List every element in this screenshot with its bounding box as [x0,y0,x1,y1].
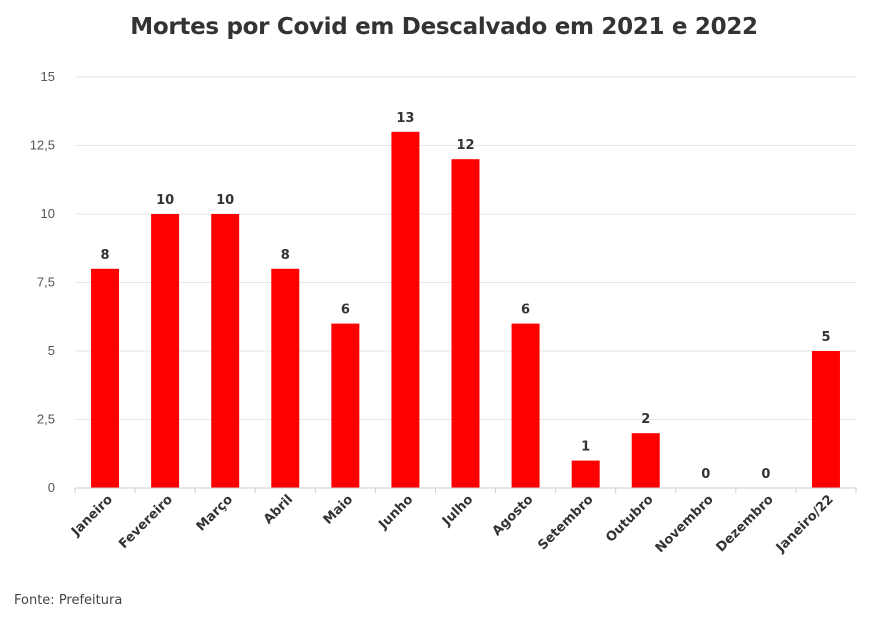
x-tick-label: Junho [376,492,417,533]
y-tick-label: 7,5 [37,275,55,290]
chart-title: Mortes por Covid em Descalvado em 2021 e… [130,14,758,40]
x-tick-label: Janeiro/22 [773,492,837,556]
y-axis: 0 2,5 5 7,5 10 12,5 15 [30,69,55,495]
data-label: 12 [456,138,474,153]
y-tick-label: 0 [48,480,55,495]
bars [91,131,840,489]
source-note: Fonte: Prefeitura [14,593,123,608]
x-tick-label: Setembro [535,492,596,553]
data-label: 13 [396,111,414,126]
bar [511,323,540,488]
y-tick-label: 10 [41,206,55,221]
bar [391,131,420,489]
bar [331,323,360,488]
bar [631,433,660,488]
data-label: 0 [701,467,710,482]
data-label: 2 [641,412,650,427]
y-tick-label: 2,5 [37,412,55,427]
y-tick-label: 15 [41,69,55,84]
bar [451,159,480,488]
bar [811,351,840,488]
x-tick-label: Janeiro [68,492,116,540]
data-label: 0 [761,467,770,482]
bar [91,268,120,488]
data-label: 10 [156,193,174,208]
data-label: 8 [101,248,110,263]
x-tick-label: Novembro [653,492,717,556]
data-label: 8 [281,248,290,263]
bar [571,460,600,488]
x-tick-label: Julho [439,492,476,529]
x-tick-label: Dezembro [714,492,777,555]
x-tick-label: Abril [261,492,296,527]
x-tick-label: Agosto [490,492,537,539]
bar [151,214,180,488]
data-label: 10 [216,193,234,208]
data-label: 6 [521,303,530,318]
x-tick-label: Maio [321,492,356,527]
x-tick-label: Fevereiro [116,492,176,552]
x-axis: Janeiro Fevereiro Março Abril Maio Junho Julho… [68,487,857,556]
bar [271,268,300,488]
bar [211,214,240,488]
data-label: 6 [341,303,350,318]
x-tick-label: Março [194,492,236,534]
y-tick-label: 5 [48,343,55,358]
x-tick-label: Outubro [603,492,656,545]
data-label: 5 [821,330,830,345]
data-label: 1 [581,440,590,455]
y-tick-label: 12,5 [30,138,55,153]
